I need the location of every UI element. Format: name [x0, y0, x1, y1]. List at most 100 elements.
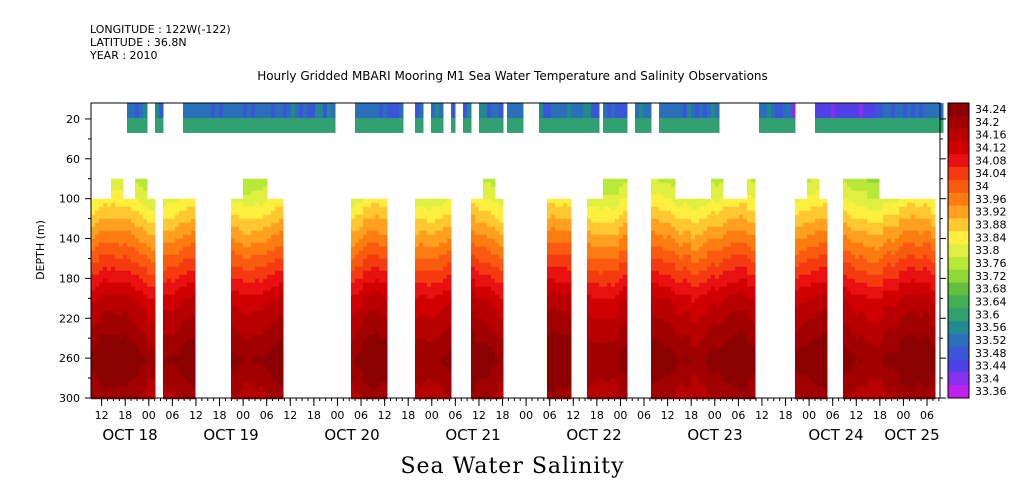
profile-cell	[187, 230, 192, 236]
profile-cell	[107, 258, 112, 264]
profile-cell	[555, 266, 560, 272]
profile-cell	[103, 294, 108, 300]
profile-cell	[479, 234, 484, 240]
profile-cell	[179, 262, 184, 268]
profile-cell	[655, 270, 660, 276]
profile-cell	[611, 202, 616, 208]
profile-cell	[619, 366, 624, 372]
profile-cell	[355, 354, 360, 360]
profile-cell	[547, 246, 552, 252]
profile-cell	[355, 270, 360, 276]
profile-cell	[443, 238, 448, 244]
profile-cell	[471, 318, 476, 324]
profile-cell	[651, 390, 656, 396]
surface-cell	[663, 103, 668, 119]
profile-cell	[263, 390, 268, 396]
surface-cell	[439, 103, 444, 119]
profile-cell	[623, 346, 628, 352]
profile-cell	[147, 254, 152, 260]
profile-cell	[375, 354, 380, 360]
profile-cell	[479, 238, 484, 244]
profile-cell	[559, 262, 564, 268]
profile-cell	[499, 394, 504, 400]
profile-cell	[483, 190, 488, 196]
profile-cell	[675, 302, 680, 308]
profile-cell	[151, 246, 156, 252]
profile-cell	[371, 210, 376, 216]
profile-cell	[479, 210, 484, 216]
profile-cell	[427, 298, 432, 304]
profile-cell	[379, 322, 384, 328]
profile-cell	[247, 274, 252, 280]
profile-cell	[139, 218, 144, 224]
profile-cell	[559, 242, 564, 248]
profile-cell	[259, 202, 264, 208]
profile-cell	[379, 238, 384, 244]
profile-cell	[611, 378, 616, 384]
profile-cell	[599, 318, 604, 324]
profile-cell	[143, 382, 148, 388]
profile-cell	[603, 390, 608, 396]
profile-cell	[427, 322, 432, 328]
profile-cell	[615, 282, 620, 288]
profile-cell	[271, 298, 276, 304]
profile-cell	[667, 358, 672, 364]
profile-cell	[271, 326, 276, 332]
profile-cell	[351, 222, 356, 228]
profile-cell	[487, 238, 492, 244]
profile-cell	[611, 226, 616, 232]
profile-cell	[419, 242, 424, 248]
profile-cell	[363, 202, 368, 208]
profile-cell	[567, 238, 572, 244]
profile-cell	[171, 230, 176, 236]
surface-cell	[199, 117, 204, 133]
profile-cell	[619, 330, 624, 336]
profile-cell	[595, 366, 600, 372]
profile-cell	[695, 198, 700, 204]
profile-cell	[363, 206, 368, 212]
profile-cell	[491, 330, 496, 336]
profile-cell	[695, 318, 700, 324]
profile-cell	[271, 354, 276, 360]
profile-cell	[619, 382, 624, 388]
profile-cell	[487, 326, 492, 332]
profile-cell	[163, 326, 168, 332]
profile-cell	[683, 278, 688, 284]
profile-cell	[667, 230, 672, 236]
profile-cell	[99, 326, 104, 332]
profile-cell	[183, 246, 188, 252]
profile-cell	[359, 222, 364, 228]
profile-cell	[551, 290, 556, 296]
profile-cell	[655, 198, 660, 204]
profile-cell	[431, 354, 436, 360]
profile-cell	[263, 374, 268, 380]
profile-cell	[487, 302, 492, 308]
profile-cell	[131, 366, 136, 372]
profile-cell	[559, 282, 564, 288]
profile-cell	[563, 214, 568, 220]
profile-cell	[135, 238, 140, 244]
profile-cell	[143, 342, 148, 348]
profile-cell	[111, 298, 116, 304]
profile-cell	[375, 382, 380, 388]
profile-cell	[179, 202, 184, 208]
profile-cell	[103, 322, 108, 328]
profile-cell	[139, 310, 144, 316]
profile-cell	[175, 370, 180, 376]
profile-cell	[183, 266, 188, 272]
profile-cell	[151, 270, 156, 276]
profile-cell	[279, 294, 284, 300]
profile-cell	[243, 394, 248, 400]
profile-cell	[655, 230, 660, 236]
profile-cell	[175, 374, 180, 380]
profile-cell	[111, 218, 116, 224]
profile-cell	[255, 374, 260, 380]
profile-cell	[439, 298, 444, 304]
profile-cell	[479, 390, 484, 396]
profile-cell	[587, 202, 592, 208]
profile-cell	[167, 378, 172, 384]
profile-cell	[487, 182, 492, 188]
profile-cell	[355, 274, 360, 280]
profile-cell	[415, 354, 420, 360]
profile-cell	[151, 318, 156, 324]
